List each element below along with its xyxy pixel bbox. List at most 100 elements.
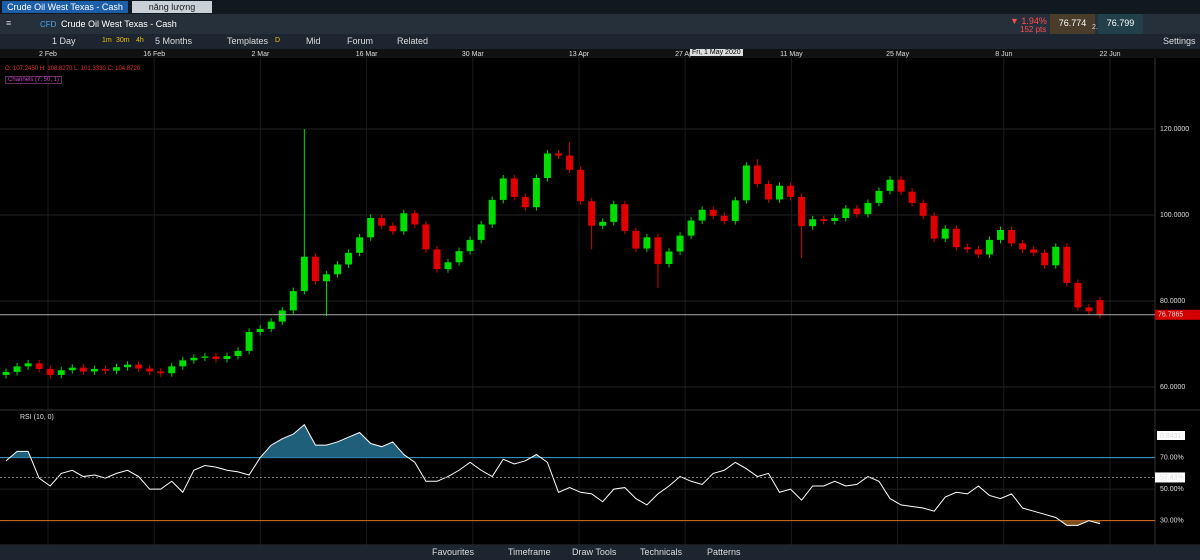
candle-body — [157, 371, 165, 374]
x-tick-label: 11 May — [780, 51, 803, 58]
range[interactable]: 5 Months — [155, 36, 193, 46]
related[interactable]: Related — [397, 36, 429, 46]
bottom-tab[interactable]: Favourites — [432, 547, 475, 557]
buy-price[interactable]: 76.799 — [1098, 14, 1143, 34]
candle-body — [632, 230, 640, 249]
templates[interactable]: Templates — [227, 36, 269, 46]
candle-body — [510, 178, 518, 197]
candle-body — [985, 239, 993, 255]
spread: 2.5 — [1092, 24, 1102, 31]
candle-body — [356, 237, 364, 253]
candle-body — [488, 199, 496, 225]
crosshair-date: Fri, 1 May 2020 — [690, 49, 743, 56]
candle-body — [941, 228, 949, 239]
candle-body — [831, 217, 839, 221]
candle-body — [68, 367, 76, 371]
instrument-name[interactable]: Crude Oil West Texas - Cash — [61, 19, 177, 29]
candle-body — [378, 217, 386, 226]
candle-body — [179, 360, 187, 367]
candle-body — [820, 219, 828, 221]
candle-body — [322, 274, 330, 282]
interval[interactable]: 1 Day — [52, 36, 76, 46]
candle-body — [720, 215, 728, 221]
candle-body — [764, 184, 772, 200]
last-price-box — [1155, 309, 1200, 320]
date-axis — [0, 49, 1200, 58]
low: L: 101.3330 — [74, 66, 106, 72]
toolbar: 1 Day 1m 30m 4h 5 Months Templates D Mid… — [0, 34, 1200, 49]
quick-interval[interactable]: 1m — [102, 37, 112, 44]
price-mode[interactable]: D — [275, 37, 281, 44]
x-tick-label: 8 Jun — [995, 51, 1012, 58]
candle-body — [1052, 246, 1060, 266]
menu-icon[interactable]: ≡ — [6, 18, 12, 28]
sell-price[interactable]: 76.774 — [1050, 14, 1095, 34]
y-tick-label: 80.0000 — [1160, 298, 1185, 305]
quick-interval[interactable]: 30m — [116, 37, 130, 44]
last-price-label: 76.7865 — [1158, 312, 1183, 319]
candle-body — [113, 367, 120, 371]
indicator-label[interactable]: Channels (7, 50, 1) — [5, 76, 63, 84]
candle-body — [46, 368, 54, 375]
candle-body — [963, 247, 971, 250]
candle-body — [621, 204, 629, 231]
candle-body — [13, 366, 21, 372]
y-tick-label: 30.00% — [1160, 517, 1184, 524]
forum[interactable]: Forum — [347, 36, 374, 46]
candle-body — [499, 178, 507, 200]
candle-body — [57, 370, 65, 375]
candle-body — [555, 153, 562, 156]
y-tick-label: 70.00% — [1160, 455, 1184, 462]
candle-body — [875, 190, 883, 203]
candle-body — [809, 219, 817, 227]
candle-body — [731, 200, 739, 221]
candle-body — [1008, 230, 1016, 244]
candle-body — [997, 230, 1004, 240]
candle-body — [245, 331, 253, 351]
change: ▼ 1.94% — [1010, 16, 1047, 26]
y-tick-label: 120.0000 — [1160, 126, 1189, 133]
marker-box — [1155, 472, 1185, 483]
tab[interactable]: năng lượng — [132, 1, 212, 13]
bottom-tab[interactable]: Draw Tools — [572, 547, 617, 557]
candle-body — [212, 356, 220, 360]
candle-body — [267, 321, 275, 329]
quick-interval[interactable]: 4h — [136, 37, 144, 44]
candle-body — [753, 165, 761, 185]
candle-body — [853, 208, 861, 215]
candle-body — [234, 350, 242, 357]
candle-body — [919, 202, 927, 216]
x-tick-label: 2 Feb — [39, 51, 57, 58]
marker-label: 57.43% — [1160, 474, 1184, 481]
candle-body — [654, 237, 662, 264]
candle-body — [665, 251, 673, 264]
candle-body — [1085, 307, 1093, 312]
candle-body — [334, 264, 341, 275]
candle-body — [599, 221, 607, 226]
chart: 2 Feb 16 Feb 2 Mar 16 Mar 30 Mar 13 Apr 27 Apr… — [0, 49, 1200, 546]
candle-body — [2, 371, 10, 375]
candle-body — [952, 228, 960, 248]
settings[interactable]: Settings — [1163, 36, 1196, 46]
candle-body — [1030, 249, 1038, 253]
candle-body — [698, 209, 706, 221]
candle-body — [676, 235, 684, 252]
bottom-tab[interactable]: Timeframe — [508, 547, 551, 557]
y-tick-label: 50.00% — [1160, 486, 1184, 493]
rsi-line — [5, 423, 1101, 526]
candle-body — [101, 368, 109, 371]
bottom-tab[interactable]: Patterns — [707, 547, 741, 557]
bottom-tab[interactable]: Technicals — [640, 547, 683, 557]
candle-body — [1063, 246, 1071, 283]
candle-body — [256, 328, 264, 332]
candle-body — [146, 368, 154, 372]
candle-body — [897, 179, 905, 192]
tab[interactable]: Crude Oil West Texas - Cash — [2, 1, 128, 13]
candle-body — [201, 356, 209, 358]
bottom-bar: Favourites Timeframe Draw Tools Technica… — [0, 545, 1200, 560]
mid[interactable]: Mid — [306, 36, 321, 46]
x-tick-label: 2 Mar — [251, 51, 270, 58]
candle-body — [842, 208, 850, 218]
candle-body — [974, 249, 982, 255]
candle-body — [1019, 243, 1027, 250]
